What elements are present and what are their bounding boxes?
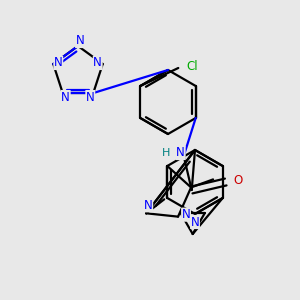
Text: N: N [86,91,95,103]
Text: N: N [93,56,102,70]
Text: N: N [144,199,153,212]
Text: O: O [233,173,242,187]
Text: N: N [61,91,70,103]
Text: N: N [54,56,63,70]
Text: N: N [176,146,185,160]
Text: H: H [161,148,170,158]
Text: N: N [182,208,190,221]
Text: N: N [76,34,84,47]
Text: Cl: Cl [187,59,198,73]
Text: N: N [190,215,200,229]
